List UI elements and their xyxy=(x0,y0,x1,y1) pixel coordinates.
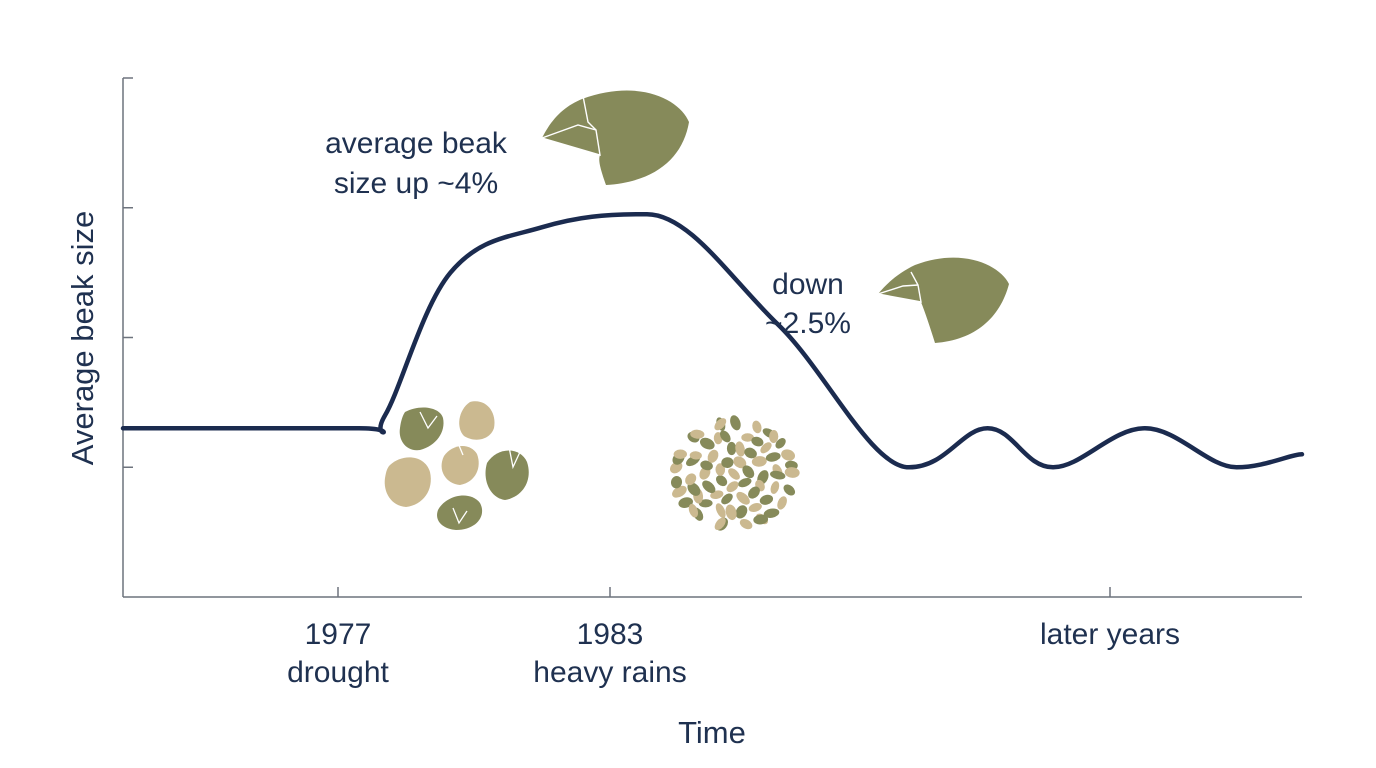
small-seed xyxy=(763,508,780,518)
small-seed xyxy=(742,465,755,479)
small-seed xyxy=(670,476,683,489)
small-seed xyxy=(770,481,780,494)
small-seed xyxy=(770,470,786,480)
small-seed xyxy=(698,499,713,508)
small-seed xyxy=(702,480,716,494)
small-seed xyxy=(735,505,748,519)
small-seed xyxy=(751,456,767,467)
small-seed xyxy=(720,430,731,443)
annotation-increase-line2: size up ~4% xyxy=(334,167,498,200)
small-seed xyxy=(690,429,705,439)
x-tick-label-later-years: later years xyxy=(1040,618,1180,651)
small-seed xyxy=(721,493,733,505)
small-seed xyxy=(765,452,781,462)
x-tick-label-drought: drought xyxy=(287,656,389,689)
small-seed xyxy=(733,456,747,469)
small-seed xyxy=(739,518,753,530)
small-seed xyxy=(699,437,715,450)
annotation-decrease-line2: ~2.5% xyxy=(765,307,851,340)
small-seed xyxy=(735,441,745,457)
small-seed xyxy=(760,442,772,454)
small-seed xyxy=(714,418,727,431)
series-line xyxy=(120,211,1305,470)
small-seed xyxy=(777,496,787,510)
small-seed xyxy=(783,484,796,496)
small-seed xyxy=(769,430,779,443)
small-seed xyxy=(752,420,762,434)
x-axis-title: Time xyxy=(678,715,746,750)
x-tick-label-1977: 1977 xyxy=(305,618,372,651)
y-ticks xyxy=(123,77,133,468)
small-seed xyxy=(748,486,760,499)
small-seed xyxy=(726,441,737,456)
small-seed xyxy=(685,473,697,486)
small-seed xyxy=(781,449,796,461)
small-seed xyxy=(753,514,769,525)
small-seed xyxy=(707,449,719,463)
small-seed xyxy=(673,449,687,459)
x-tick-label-heavy-rains: heavy rains xyxy=(533,656,686,689)
small-seed xyxy=(700,460,713,471)
small-seeds-icon xyxy=(670,415,800,531)
small-seed xyxy=(715,463,726,476)
small-seed xyxy=(715,503,726,518)
small-seed xyxy=(728,468,740,480)
small-seed xyxy=(716,475,728,487)
x-ticks xyxy=(337,587,1111,597)
small-seed xyxy=(725,504,737,521)
small-seed xyxy=(688,503,699,518)
annotation-increase-line1: average beak xyxy=(325,127,508,160)
small-seed xyxy=(759,494,774,505)
small-seed xyxy=(670,461,683,474)
small-seed xyxy=(775,438,786,449)
x-tick-label-1983: 1983 xyxy=(577,618,644,651)
small-seed xyxy=(741,433,754,442)
small-seed xyxy=(738,477,752,488)
large-seeds-icon xyxy=(384,401,529,530)
small-seed xyxy=(689,451,702,460)
small-seed xyxy=(730,415,741,431)
finch-large-beak-icon xyxy=(541,90,689,185)
y-axis-title: Average beak size xyxy=(65,211,100,465)
finch-small-beak-icon xyxy=(877,257,1009,343)
small-seed xyxy=(744,447,757,459)
small-seed xyxy=(726,481,739,493)
small-seed xyxy=(678,497,693,508)
small-seed xyxy=(751,436,764,447)
small-seed xyxy=(736,491,750,505)
small-seed xyxy=(687,482,701,496)
small-seed xyxy=(714,517,726,531)
small-seed xyxy=(748,502,762,513)
small-seed xyxy=(784,467,800,478)
small-seed xyxy=(672,485,687,498)
annotation-decrease-line1: down xyxy=(772,268,844,301)
small-seed xyxy=(721,457,734,469)
